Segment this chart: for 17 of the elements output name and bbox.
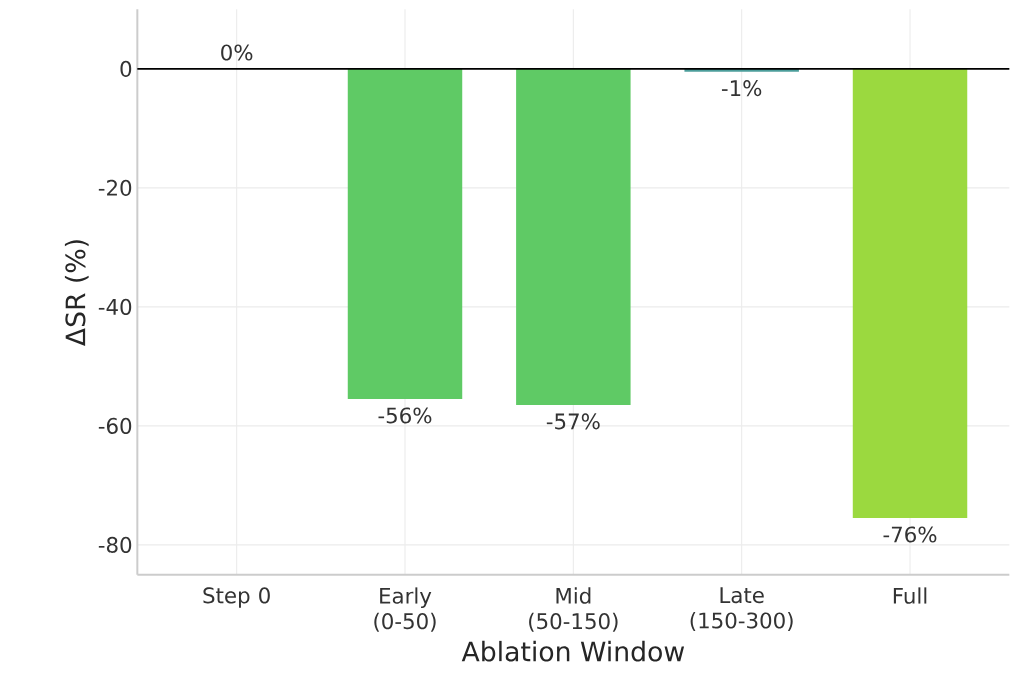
x-tick-label: Step 0 [203,587,270,608]
y-tick-label: -20 [98,179,132,196]
y-tick-label: -80 [98,536,132,553]
x-tick-label: Late (150-300) [690,587,793,632]
x-tick-label: Early (0-50) [374,587,436,632]
y-tick-label: 0 [120,60,132,77]
data-label: -57% [546,413,600,430]
data-label: -56% [378,407,432,424]
data-label: -1% [721,80,762,97]
x-axis-title: Ablation Window [461,640,685,662]
y-axis-title: ΔSR (%) [64,240,89,346]
x-tick-label: Mid (50-150) [529,587,618,632]
x-tick-label: Full [893,587,927,604]
data-label: 0% [221,44,253,61]
y-tick-label: -60 [98,417,132,434]
data-label: -76% [883,526,937,543]
y-tick-label: -40 [98,298,132,315]
